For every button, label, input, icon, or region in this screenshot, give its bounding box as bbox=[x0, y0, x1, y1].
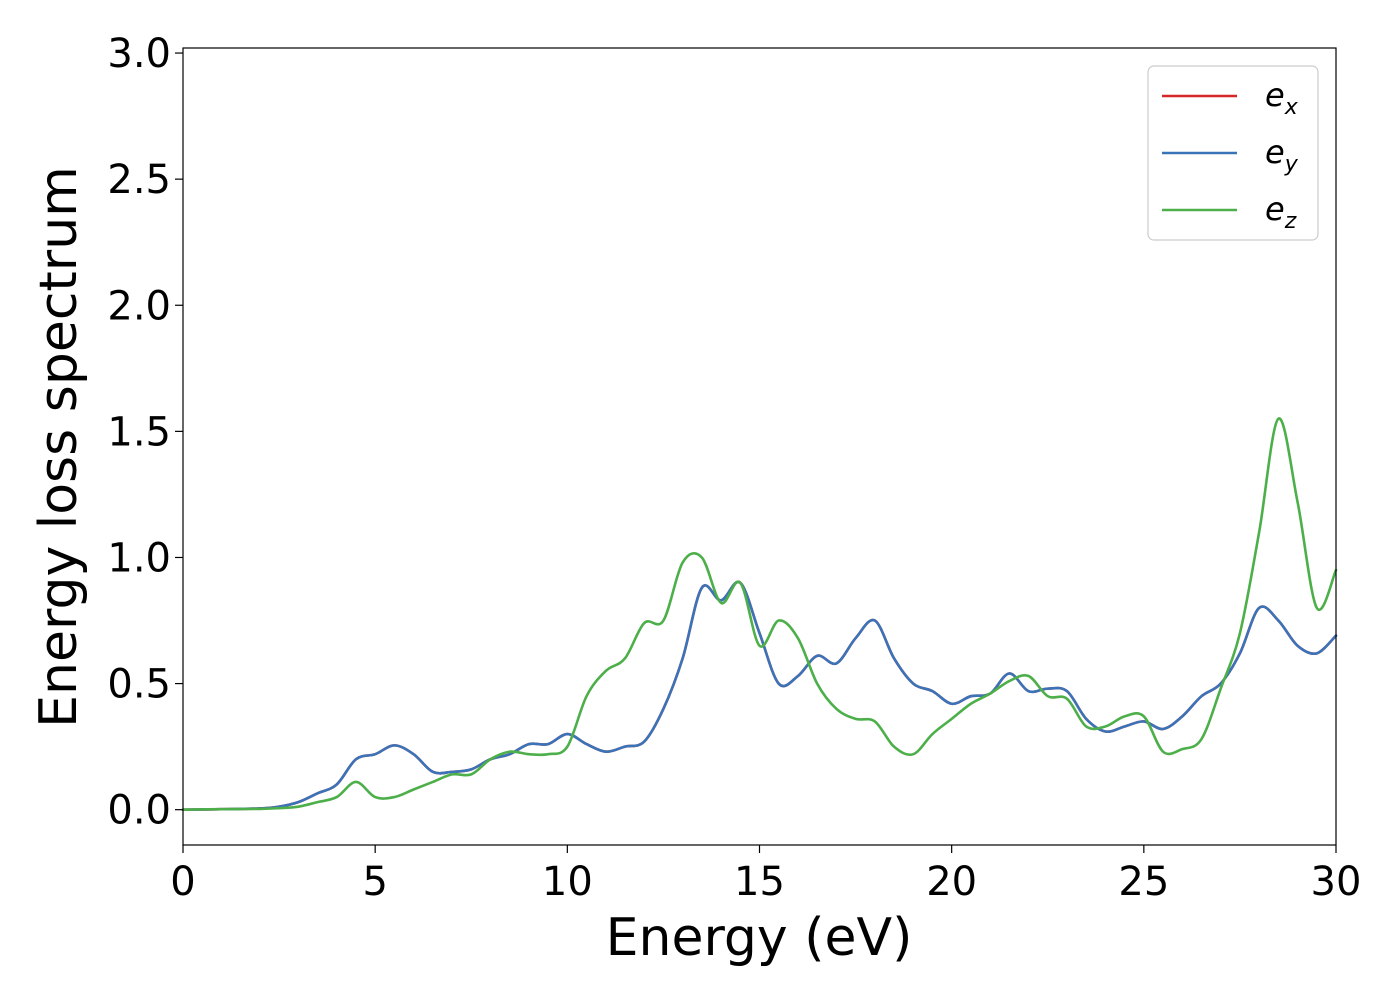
y-tick-label: 0.5 bbox=[107, 662, 171, 708]
series-line-e-x bbox=[181, 580, 1338, 811]
series-line-e-z bbox=[181, 417, 1338, 811]
x-tick-label: 0 bbox=[170, 859, 195, 905]
series-line-e-y bbox=[181, 580, 1338, 811]
x-tick-label: 30 bbox=[1311, 859, 1362, 905]
y-tick-label: 3.0 bbox=[107, 31, 171, 77]
y-tick-label: 2.5 bbox=[107, 157, 171, 203]
y-tick-label: 0.0 bbox=[107, 788, 171, 834]
y-axis-label: Energy loss spectrum bbox=[29, 166, 89, 728]
x-axis-label: Energy (eV) bbox=[606, 908, 913, 968]
series-layer bbox=[181, 417, 1338, 811]
y-tick-label: 2.0 bbox=[107, 283, 171, 329]
legend-label-e-y: ey bbox=[1265, 133, 1299, 177]
x-tick-label: 25 bbox=[1118, 859, 1169, 905]
legend-label-e-z: ez bbox=[1265, 190, 1297, 234]
x-tick-label: 20 bbox=[926, 859, 977, 905]
x-tick-label: 10 bbox=[542, 859, 593, 905]
legend: ex ey ez bbox=[1147, 65, 1319, 241]
y-tick-label: 1.0 bbox=[107, 535, 171, 581]
ticks-layer: 0 5 10 15 20 25 30 0.0 0.5 1.0 1.5 2.0 2.5 3.0 bbox=[107, 31, 1361, 905]
x-tick-label: 15 bbox=[734, 859, 785, 905]
legend-label-e-x: ex bbox=[1265, 76, 1299, 120]
x-tick-label: 5 bbox=[362, 859, 387, 905]
y-tick-label: 1.5 bbox=[107, 409, 171, 455]
